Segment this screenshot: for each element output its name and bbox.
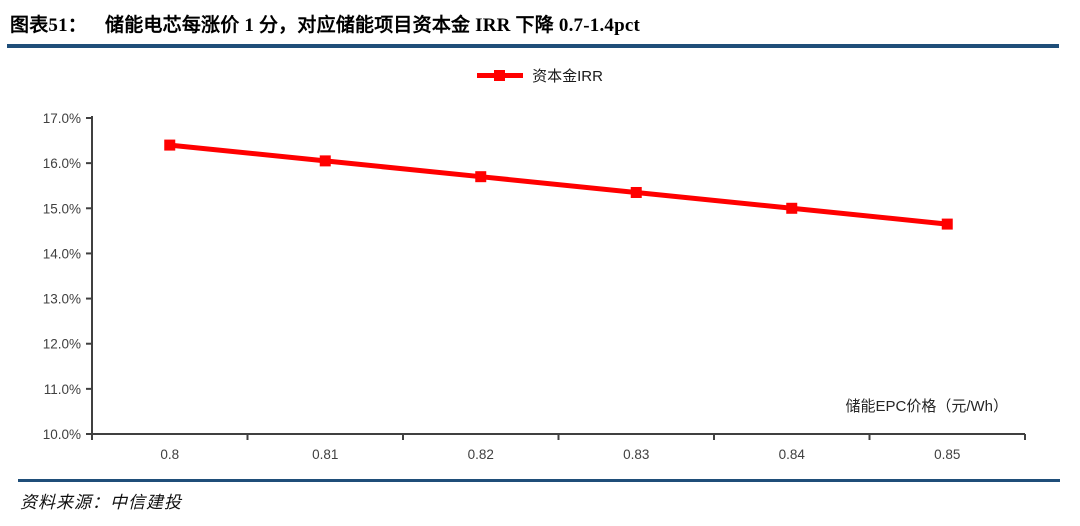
data-point-marker	[164, 139, 176, 151]
y-tick-label: 12.0%	[43, 337, 81, 352]
footer-divider-line	[18, 479, 1060, 482]
legend-series-label: 资本金IRR	[532, 68, 603, 85]
legend-square-marker	[494, 70, 506, 81]
data-point-marker	[786, 202, 798, 214]
irr-line-chart: 10.0% 11.0% 12.0% 13.0% 14.0% 15.0% 16.0% 17.0%…	[43, 111, 1026, 462]
data-point-marker	[630, 186, 642, 198]
axis-frame	[91, 116, 1025, 435]
data-point-marker	[319, 155, 331, 167]
x-tick-label: 0.84	[779, 447, 806, 462]
figure-title: 图表51： 储能电芯每涨价 1 分，对应储能项目资本金 IRR 下降 0.7-1…	[10, 10, 640, 37]
data-point-marker	[941, 218, 953, 230]
irr-series-line	[167, 142, 950, 227]
y-tick-label: 14.0%	[43, 246, 81, 261]
data-point-marker	[475, 171, 487, 183]
x-tick-label: 0.81	[312, 447, 338, 462]
y-tick-label: 16.0%	[43, 156, 81, 171]
title-divider-line	[7, 44, 1059, 48]
figure-number-label: 图表51：	[10, 15, 88, 36]
legend: 资本金IRR	[0, 65, 1080, 86]
x-axis-title: 储能EPC价格（元/Wh）	[845, 398, 1008, 415]
y-tick-label: 17.0%	[43, 111, 81, 126]
y-tick-label: 11.0%	[44, 382, 81, 397]
y-tick-label: 10.0%	[43, 427, 81, 442]
x-tick-label: 0.82	[468, 447, 494, 462]
x-tick-label: 0.8	[160, 447, 179, 462]
data-source-note: 资料来源：中信建投	[20, 493, 182, 512]
y-tick-label: 15.0%	[43, 201, 81, 216]
x-tick-label: 0.85	[934, 447, 960, 462]
legend-line-swatch	[477, 70, 524, 81]
x-tick-label: 0.83	[623, 447, 649, 462]
figure-title-text: 储能电芯每涨价 1 分，对应储能项目资本金 IRR 下降 0.7-1.4pct	[105, 15, 641, 36]
y-tick-label: 13.0%	[43, 292, 81, 307]
